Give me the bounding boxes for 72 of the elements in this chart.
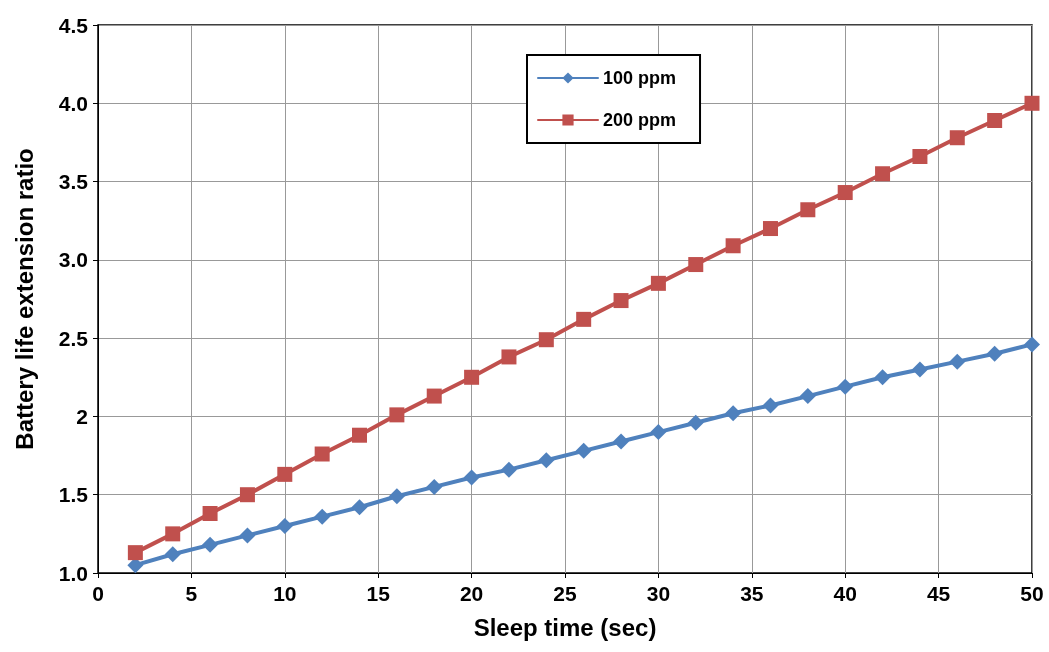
- point: [277, 466, 293, 482]
- point: [538, 332, 554, 348]
- y-tick-label: 3.5: [58, 170, 89, 194]
- point: [762, 221, 778, 237]
- x-tick-label: 10: [273, 582, 297, 605]
- point: [500, 461, 517, 478]
- x-tick-label: 45: [926, 582, 951, 605]
- x-tick-label: 35: [740, 582, 764, 605]
- x-tick-label: 25: [553, 582, 577, 605]
- x-tick-label: 20: [459, 582, 484, 605]
- x-tick-label: 5: [185, 582, 198, 605]
- x-tick-label: 15: [366, 582, 391, 605]
- point: [799, 388, 816, 405]
- point: [202, 536, 219, 553]
- point: [949, 353, 966, 370]
- point: [688, 257, 704, 273]
- point: [239, 487, 255, 503]
- point: [949, 130, 965, 146]
- legend-label: 200 ppm: [603, 110, 677, 130]
- point: [575, 442, 592, 459]
- point: [987, 113, 1003, 129]
- point: [1024, 95, 1040, 111]
- point: [464, 369, 480, 385]
- point: [501, 349, 517, 365]
- point: [650, 424, 667, 441]
- point: [276, 518, 293, 535]
- x-axis-title: Sleep time (sec): [473, 613, 657, 641]
- point: [874, 369, 891, 386]
- point: [202, 506, 218, 521]
- point: [426, 478, 443, 495]
- point: [165, 526, 181, 542]
- point: [314, 508, 331, 525]
- point: [613, 433, 630, 450]
- point: [650, 275, 666, 291]
- point: [352, 427, 368, 443]
- y-tick-label: 3.0: [58, 248, 88, 272]
- point: [687, 414, 704, 431]
- y-tick-label: 4.0: [58, 91, 88, 115]
- y-tick-label: 2.5: [58, 326, 89, 350]
- point: [875, 166, 891, 182]
- point: [389, 407, 405, 423]
- point: [351, 499, 368, 516]
- y-tick-label: 2: [76, 404, 88, 428]
- point: [538, 452, 555, 469]
- point: [463, 469, 480, 486]
- point: [800, 202, 816, 218]
- x-tick-label: 50: [1020, 582, 1044, 605]
- point: [986, 345, 1003, 362]
- point: [127, 545, 143, 561]
- point: [239, 527, 256, 544]
- y-tick-label: 1.5: [58, 483, 89, 507]
- point: [314, 446, 330, 462]
- point: [911, 361, 928, 378]
- point: [725, 405, 742, 422]
- x-tick-label: 30: [646, 582, 671, 605]
- y-axis-title: Battery life extension ratio: [10, 148, 38, 450]
- point: [426, 388, 442, 404]
- legend-label: 100 ppm: [603, 68, 677, 88]
- point: [1024, 336, 1040, 353]
- point: [613, 293, 629, 309]
- y-tick-label: 4.5: [58, 13, 89, 37]
- point: [912, 149, 928, 165]
- point: [164, 546, 181, 563]
- x-tick-label: 40: [833, 582, 857, 605]
- point: [388, 488, 405, 505]
- y-tick-label: 1.0: [58, 561, 88, 585]
- point: [837, 185, 853, 201]
- point: [837, 378, 854, 395]
- point: [725, 238, 741, 254]
- point: [762, 397, 779, 414]
- x-tick-label: 0: [92, 582, 104, 605]
- point: [576, 311, 592, 327]
